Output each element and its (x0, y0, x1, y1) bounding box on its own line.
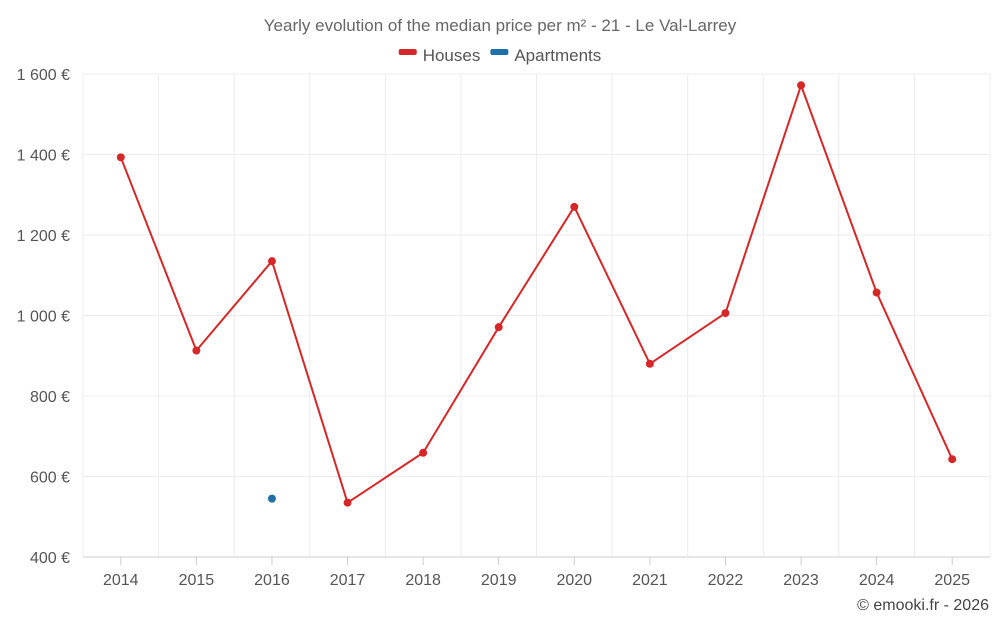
houses-point-2022 (721, 309, 730, 318)
legend-swatch-houses (398, 49, 417, 55)
y-tick-label: 1 200 € (17, 228, 70, 245)
houses-point-2023 (797, 81, 806, 90)
x-tick-label: 2014 (103, 572, 139, 589)
y-axis: 400 € 600 € 800 € 1 000 € 1 200 € 1 400 € 1 60… (17, 67, 70, 567)
grid (82, 73, 991, 558)
x-tick-label: 2020 (556, 572, 592, 589)
x-tick-label: 2016 (254, 572, 290, 589)
x-tick-label: 2015 (179, 572, 215, 589)
x-tick-label: 2024 (859, 572, 895, 589)
x-tick-label: 2017 (330, 572, 366, 589)
x-tick-label: 2023 (783, 572, 819, 589)
houses-point-2017 (343, 498, 352, 507)
y-tick-label: 800 € (30, 389, 70, 406)
houses-point-2018 (419, 448, 428, 457)
houses-series-line (119, 84, 954, 504)
houses-point-2014 (116, 153, 125, 162)
x-tick-label: 2021 (632, 572, 668, 589)
apartments-point-2016 (267, 494, 276, 503)
series-layer (116, 81, 957, 507)
houses-point-2021 (645, 359, 654, 368)
x-tick-label: 2022 (708, 572, 744, 589)
legend: Houses Apartments (398, 46, 601, 65)
y-tick-label: 400 € (30, 550, 70, 567)
houses-point-2016 (267, 257, 276, 266)
y-tick-label: 1 400 € (17, 148, 70, 165)
credit-text: © emooki.fr - 2026 (857, 597, 989, 614)
y-tick-label: 600 € (30, 470, 70, 487)
x-tick-label: 2018 (405, 572, 441, 589)
x-tick-label: 2025 (934, 572, 970, 589)
x-tick-label: 2019 (481, 572, 517, 589)
legend-label-apartments: Apartments (514, 46, 601, 65)
houses-point-2015 (192, 346, 201, 355)
legend-swatch-apartments (490, 49, 509, 55)
houses-point-2024 (872, 288, 881, 297)
houses-point-2019 (494, 323, 503, 332)
legend-label-houses: Houses (423, 46, 481, 65)
houses-point-2025 (948, 455, 957, 464)
x-axis: 2014 2015 2016 2017 2018 2019 2020 2021 2022 2023… (103, 557, 970, 589)
y-tick-label: 1 000 € (17, 309, 70, 326)
houses-point-2020 (570, 202, 579, 211)
chart-title: Yearly evolution of the median price per… (264, 16, 737, 35)
y-tick-label: 1 600 € (17, 67, 70, 84)
